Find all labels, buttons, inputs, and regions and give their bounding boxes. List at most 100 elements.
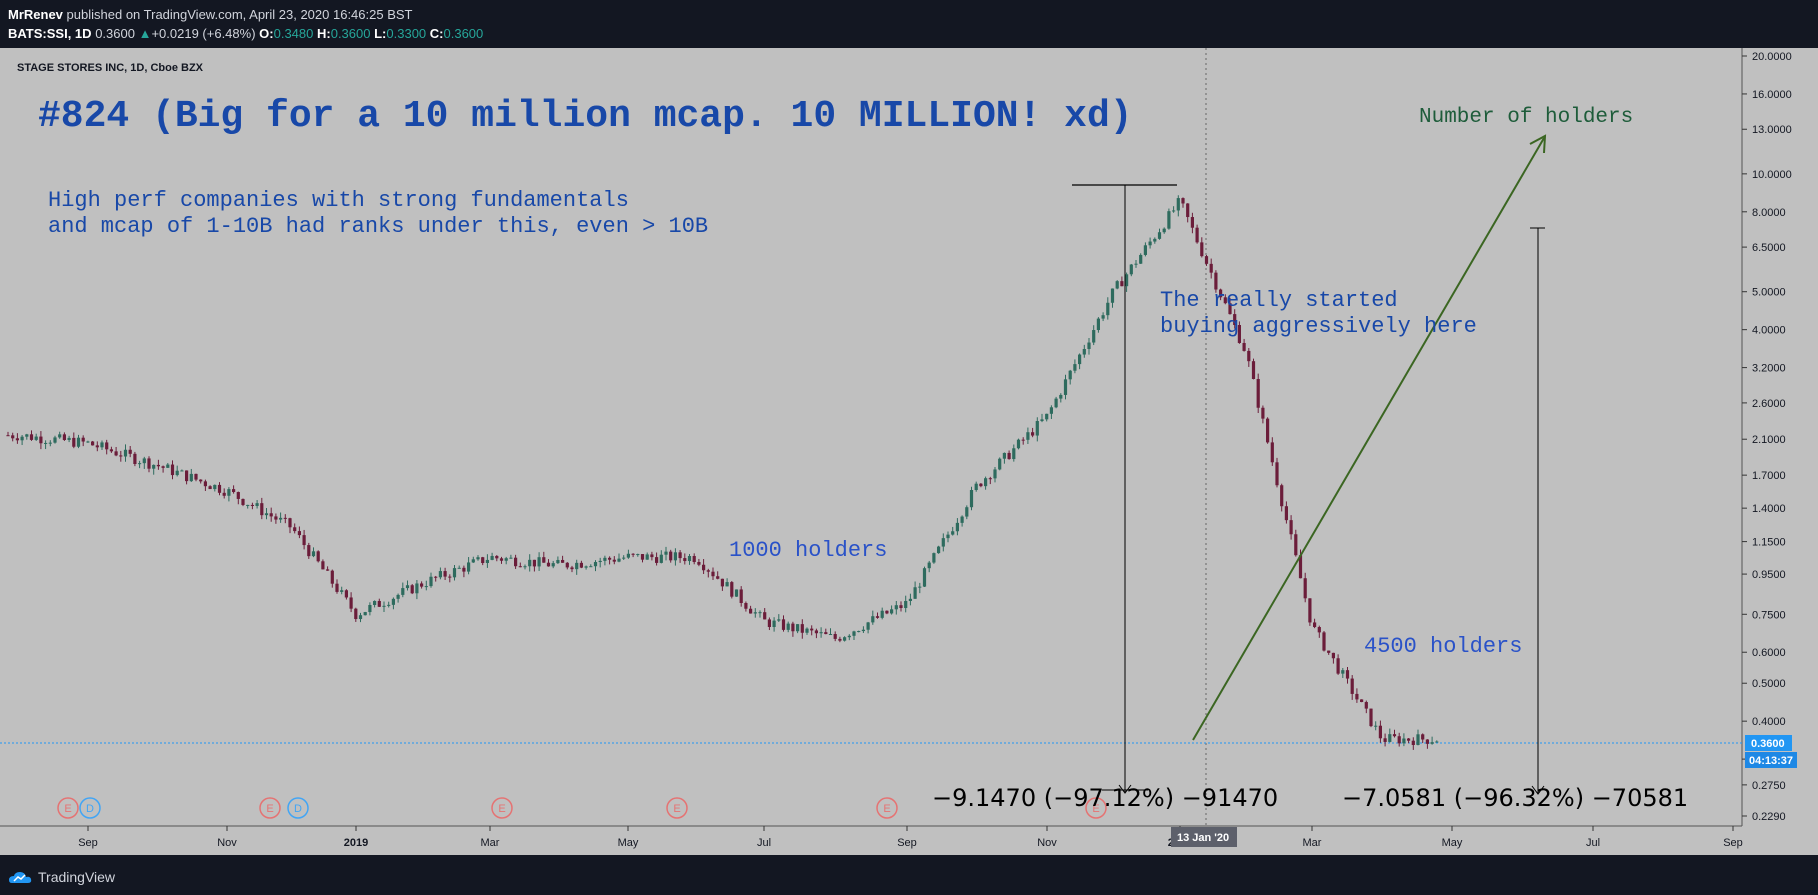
candle-body [584,566,588,568]
price-tick-label: 5.0000 [1752,287,1786,299]
candle-body [833,634,837,639]
mid-label-line-1[interactable]: The really started [1160,288,1398,313]
author-name[interactable]: MrRenev [8,7,63,22]
note-line-2[interactable]: and mcap of 1-10B had ranks under this, … [48,214,708,239]
candle-body [462,567,466,572]
crosshair-time-badge-text: 13 Jan '20 [1177,832,1229,844]
earnings-marker-icon[interactable] [666,797,688,819]
candle-body [1251,361,1256,380]
candle-body [824,632,828,635]
earnings-marker-icon[interactable] [259,797,281,819]
candle-body [1223,297,1227,304]
candle-body [561,559,565,563]
candle-body [1049,407,1053,414]
candle-body [1336,658,1340,674]
candle-body [58,434,62,438]
candle-body [326,569,330,571]
event-marker-letter: E [673,803,680,815]
candle-body [1228,303,1232,315]
candle-body [575,562,579,570]
candle-body [1002,452,1006,459]
earnings-marker-icon[interactable] [876,797,898,819]
candle-body [1059,394,1063,399]
candle-body [537,557,541,567]
candle-body [626,553,630,558]
candle-body [1397,736,1401,744]
footer-bar: TradingView [0,861,1818,895]
time-axis-panel[interactable] [0,826,1818,856]
candle-body [913,587,917,599]
candle-body [391,598,395,605]
price-tick-label: 0.7500 [1752,609,1786,621]
candle-body [1190,217,1194,228]
earnings-marker-icon[interactable] [57,797,79,819]
price-chart[interactable]: 20.0000 16.0000 13.0000 10.0000 8.0000 6.5000… [0,48,1818,861]
candle-body [1341,670,1345,674]
candle-body [974,483,978,491]
candle-body [631,553,635,555]
time-tick-label: May [1442,837,1463,849]
candle-body [415,583,419,594]
price-axis-panel[interactable] [1742,48,1818,826]
candle-body [749,608,753,614]
candle-body [161,466,165,468]
headline-annotation[interactable]: #824 (Big for a 10 million mcap. 10 MILL… [38,95,1133,138]
note-line-1[interactable]: High perf companies with strong fundamen… [48,188,629,213]
candle-body [612,559,616,562]
candle-body [1425,739,1429,744]
holders-1000-label[interactable]: 1000 holders [729,538,887,563]
candle-body [434,576,438,578]
candle-body [1021,439,1025,441]
earnings-marker-icon[interactable] [491,797,513,819]
publish-line: MrRenev published on TradingView.com, Ap… [8,7,412,22]
candle-body [828,634,833,636]
candle-body [659,554,663,563]
number-of-holders-label[interactable]: Number of holders [1419,106,1633,129]
candle-body [927,562,931,569]
mid-label-line-2[interactable]: buying aggressively here [1160,314,1477,339]
dividend-marker-icon[interactable] [287,797,309,819]
candle-body [156,464,160,467]
candle-body [1388,734,1392,742]
candle-body [814,630,818,634]
candle-body [91,441,95,446]
candle-body [1157,232,1162,239]
candle-body [349,597,353,609]
candle-body [866,622,870,630]
earnings-marker-icon[interactable] [1085,797,1107,819]
candle-body [894,605,898,610]
candle-body [702,564,706,571]
time-tick-label: Jul [1586,837,1600,849]
holders-arrowhead-icon [1529,134,1547,154]
candle-body [236,492,240,499]
candle-body [1411,740,1415,745]
candle-body [1031,432,1035,436]
tradingview-logo[interactable]: TradingView [8,869,115,885]
candle-body [692,556,696,563]
holders-4500-label[interactable]: 4500 holders [1364,634,1522,659]
candle-body [377,600,381,607]
candle-body [485,559,489,564]
chart-title: STAGE STORES INC, 1D, Cboe BZX [17,62,204,74]
crosshair-time-badge [1171,827,1237,847]
candle-body [1214,272,1218,290]
candle-body [1176,198,1180,211]
time-tick-label: Sep [1723,837,1743,849]
time-tick-label: Sep [78,837,98,849]
time-tick-label: Nov [217,837,237,849]
measure2-label: −7.0581 (−96.32%) −70581 [1342,784,1688,812]
event-marker-letter: D [294,803,302,815]
candle-body [843,637,847,641]
time-axis-ticks: SepNov2019MarMayJulSepNov2020MarMayJulSe… [78,826,1743,849]
candle-body [1181,198,1185,204]
candle-body [772,620,776,627]
candle-body [405,585,410,589]
candle-body [109,449,113,452]
dividend-marker-icon[interactable] [79,797,101,819]
last-price: 0.3600 [95,26,135,41]
price-tick-label: 8.0000 [1752,207,1786,219]
candle-body [1289,520,1293,535]
candle-body [1369,708,1373,727]
candle-body [937,546,941,554]
candle-body [1284,506,1288,521]
